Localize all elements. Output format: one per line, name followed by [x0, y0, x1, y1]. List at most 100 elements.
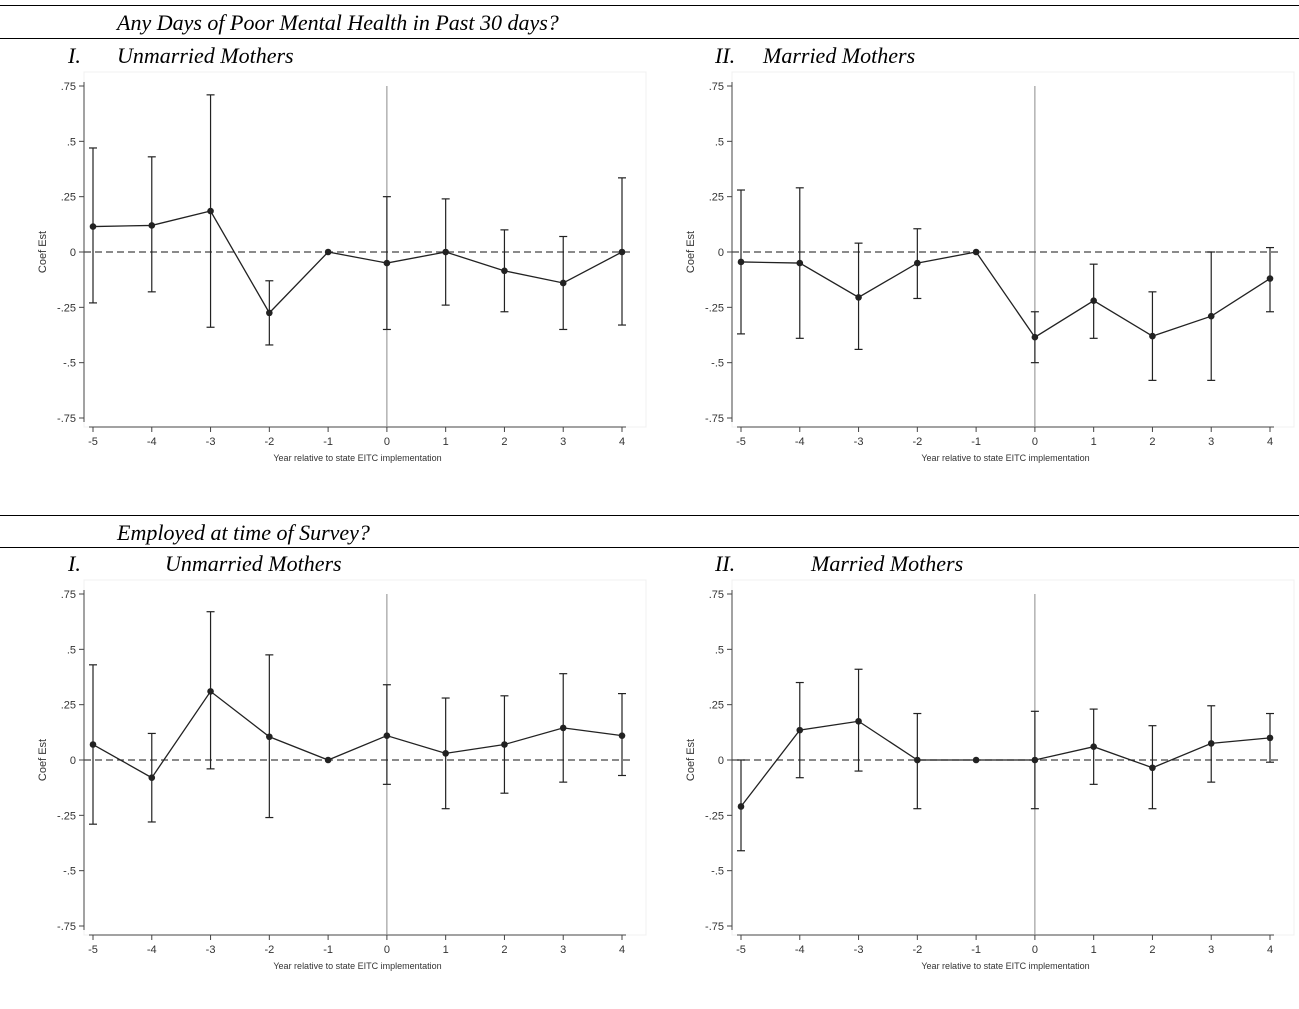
x-tick-label: 4	[1267, 944, 1273, 956]
x-tick-label: 2	[1149, 944, 1155, 956]
x-tick-label: 3	[560, 436, 566, 448]
y-tick-label: -.25	[57, 810, 76, 822]
x-tick-label: -4	[795, 436, 805, 448]
y-tick-label: .75	[709, 81, 724, 93]
data-point	[383, 259, 391, 267]
section-1-bottom-rule	[0, 38, 1299, 39]
data-point	[1090, 743, 1097, 751]
data-point	[796, 726, 804, 734]
x-tick-label: -1	[323, 944, 333, 956]
y-tick-label: -.25	[705, 810, 724, 822]
y-tick-label: -.75	[705, 921, 724, 933]
section-1-top-rule	[0, 5, 1299, 6]
y-tick-label: .5	[715, 136, 724, 148]
x-tick-label: 4	[619, 944, 625, 956]
y-tick-label: .5	[715, 644, 724, 656]
x-tick-label: -2	[912, 436, 922, 448]
x-tick-label: -5	[88, 436, 98, 448]
data-point	[559, 279, 567, 287]
x-tick-label: -5	[736, 944, 746, 956]
y-tick-label: -.5	[63, 358, 76, 370]
chart-1: .75 .5 .25 0 -.25 -.5 -.75 Coef Est -5 -4 -3 -2 -1 0 1…	[37, 71, 647, 463]
x-tick-label: -1	[323, 436, 333, 448]
y-tick-label: .5	[67, 136, 76, 148]
section-2-title: Employed at time of Survey?	[117, 520, 370, 545]
y-axis-label: Coef Est	[685, 231, 697, 273]
x-tick-label: 1	[443, 944, 449, 956]
section-1-title: Any Days of Poor Mental Health in Past 3…	[117, 10, 559, 35]
coefficient-series-line	[740, 251, 1271, 339]
panel-4-label: Married Mothers	[811, 551, 964, 576]
y-tick-label: .25	[61, 700, 76, 712]
x-tick-label: 3	[560, 944, 566, 956]
data-point	[559, 724, 567, 732]
y-tick-label: -.25	[705, 302, 724, 314]
x-tick-label: -4	[795, 944, 805, 956]
x-tick-label: 2	[1149, 436, 1155, 448]
data-point	[442, 750, 449, 757]
data-point	[442, 248, 449, 256]
data-point	[737, 258, 745, 266]
chart-3: .75 .5 .25 0 -.25 -.5 -.75 Coef Est -5 -4 -3 -2 -1 0 1…	[37, 579, 647, 971]
y-tick-label: 0	[70, 247, 76, 259]
panel-1-label: Unmarried Mothers	[117, 43, 294, 68]
panel-3-numeral: I.	[68, 551, 81, 576]
y-tick-label: .75	[709, 589, 724, 601]
y-axis-label: Coef Est	[37, 739, 49, 781]
data-point	[501, 267, 508, 275]
coefficient-series-line	[740, 720, 1271, 807]
y-tick-label: .25	[709, 700, 724, 712]
data-point	[1207, 312, 1215, 320]
data-point	[1149, 332, 1156, 340]
x-tick-label: -3	[854, 944, 864, 956]
y-tick-label: 0	[70, 755, 76, 767]
x-tick-label: 0	[1032, 944, 1038, 956]
y-tick-label: .25	[61, 192, 76, 204]
coefficient-series-line	[92, 690, 623, 779]
data-point	[266, 733, 273, 741]
x-tick-label: 1	[1091, 944, 1097, 956]
data-point	[1266, 275, 1274, 282]
x-tick-label: 0	[384, 944, 390, 956]
panel-1-numeral: I.	[68, 43, 81, 68]
x-tick-label: 0	[384, 436, 390, 448]
x-axis-label: Year relative to state EITC implementati…	[921, 961, 1089, 971]
data-point	[1149, 764, 1156, 772]
data-point	[914, 259, 921, 267]
y-tick-label: -.5	[711, 358, 724, 370]
y-tick-label: 0	[718, 755, 724, 767]
data-point	[796, 259, 804, 267]
data-point	[324, 248, 332, 256]
x-tick-label: 1	[443, 436, 449, 448]
x-tick-label: -2	[912, 944, 922, 956]
y-tick-label: .75	[61, 81, 76, 93]
x-tick-label: -4	[147, 436, 157, 448]
data-point	[618, 248, 626, 256]
panel-2-numeral: II.	[715, 43, 736, 68]
data-point	[207, 688, 214, 695]
x-tick-label: -3	[206, 436, 216, 448]
x-axis-label: Year relative to state EITC implementati…	[921, 453, 1089, 463]
x-tick-label: -4	[147, 944, 157, 956]
section-2-bottom-rule	[0, 547, 1299, 548]
x-tick-label: -2	[264, 436, 274, 448]
x-tick-label: 4	[619, 436, 625, 448]
data-point	[972, 756, 980, 764]
chart-2: .75 .5 .25 0 -.25 -.5 -.75 Coef Est -5 -4 -3 -2 -1 0 1…	[685, 71, 1295, 463]
data-point	[501, 741, 508, 748]
x-tick-label: -3	[206, 944, 216, 956]
panel-2-label: Married Mothers	[763, 43, 916, 68]
data-point	[855, 717, 862, 725]
y-tick-label: .25	[709, 192, 724, 204]
y-axis-label: Coef Est	[685, 739, 697, 781]
plot-frame	[731, 71, 1295, 428]
data-point	[1207, 740, 1215, 747]
y-tick-label: .75	[61, 589, 76, 601]
y-tick-label: 0	[718, 247, 724, 259]
x-tick-label: 4	[1267, 436, 1273, 448]
y-tick-label: -.75	[705, 413, 724, 425]
data-point	[89, 741, 97, 748]
data-point	[914, 756, 921, 764]
data-point	[207, 207, 214, 215]
x-tick-label: -3	[854, 436, 864, 448]
